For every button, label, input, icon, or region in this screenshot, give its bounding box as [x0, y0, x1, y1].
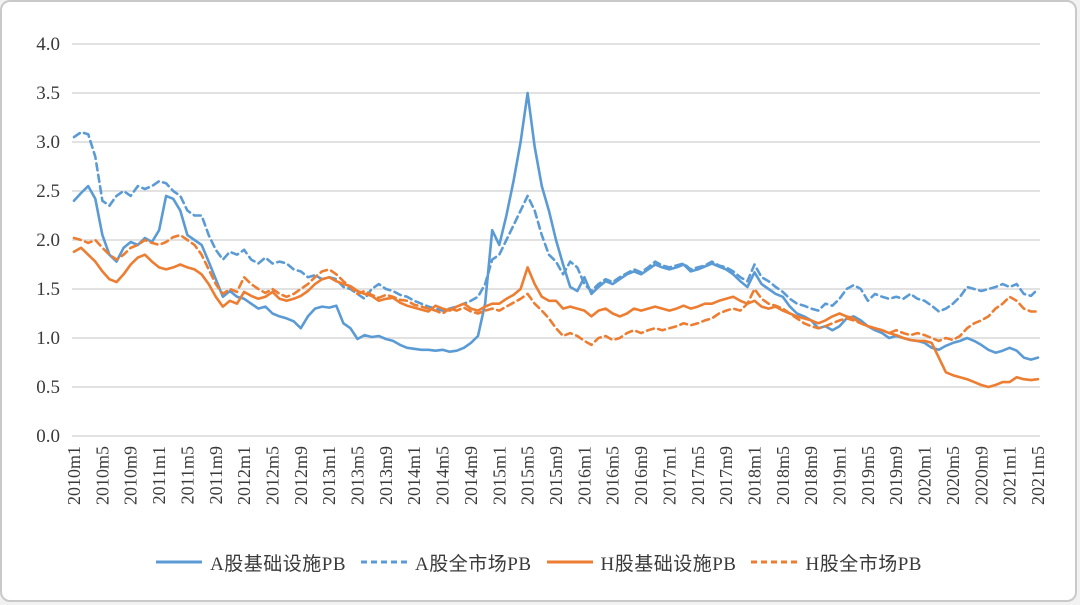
- y-axis-label: 2.5: [36, 181, 60, 202]
- x-axis-label: 2016m9: [631, 446, 651, 505]
- x-axis-label: 2013m9: [376, 446, 396, 505]
- y-axis-label: 3.5: [36, 83, 60, 104]
- x-axis-label: 2013m5: [348, 446, 368, 505]
- legend-item-h-market: H股全市场PB: [750, 549, 921, 576]
- y-axis-label: 3.0: [36, 132, 60, 153]
- x-axis-label: 2017m1: [659, 446, 679, 505]
- x-axis-label: 2018m5: [773, 446, 793, 505]
- x-axis-label: 2014m1: [404, 446, 424, 505]
- x-axis-label: 2021m5: [1028, 446, 1048, 505]
- x-axis-label: 2010m1: [64, 446, 84, 505]
- legend-swatch-orange-solid-line-icon: [546, 560, 593, 564]
- x-axis-label: 2011m5: [177, 446, 197, 504]
- x-axis-label: 2010m9: [121, 446, 141, 505]
- y-axis-label: 1.5: [36, 279, 60, 300]
- x-axis-label: 2017m5: [688, 446, 708, 505]
- x-axis-label: 2018m9: [801, 446, 821, 505]
- x-axis-label: 2012m5: [262, 446, 282, 505]
- legend-item-a-infra: A股基础设施PB: [155, 549, 346, 576]
- legend-label-h-infra: H股基础设施PB: [600, 553, 737, 575]
- y-axis-label: 0.5: [36, 377, 60, 398]
- x-axis-label: 2020m1: [915, 446, 935, 505]
- x-axis-label: 2012m9: [291, 446, 311, 505]
- x-axis-label: 2012m1: [234, 446, 254, 505]
- x-axis-label: 2016m5: [603, 446, 623, 505]
- x-axis-label: 2013m1: [319, 446, 339, 505]
- x-axis-label: 2016m1: [574, 446, 594, 505]
- y-axis-label: 4.0: [36, 34, 60, 55]
- x-axis-label: 2011m9: [206, 446, 226, 504]
- x-axis-label: 2014m9: [461, 446, 481, 505]
- x-axis-label: 2014m5: [433, 446, 453, 505]
- y-axis-label: 1.0: [36, 328, 60, 349]
- x-axis-label: 2011m1: [149, 446, 169, 504]
- x-axis-label: 2018m1: [744, 446, 764, 505]
- legend-swatch-blue-dashed-line-icon: [361, 560, 408, 564]
- series-line-1: [72, 130, 1040, 313]
- series-line-3: [72, 233, 1040, 347]
- legend-item-a-market: A股全市场PB: [360, 549, 531, 576]
- x-axis-label: 2019m5: [858, 446, 878, 505]
- x-axis-label: 2020m9: [971, 446, 991, 505]
- chart-legend: A股基础设施PB A股全市场PB H股基础设施PB H股全市场PB: [2, 542, 1075, 582]
- y-axis-label: 2.0: [36, 230, 60, 251]
- legend-label-a-infra: A股基础设施PB: [210, 553, 347, 575]
- x-axis-label: 2019m9: [886, 446, 906, 505]
- legend-label-a-market: A股全市场PB: [415, 553, 532, 575]
- series-line-2: [72, 246, 1040, 389]
- legend-item-h-infra: H股基础设施PB: [546, 549, 737, 576]
- x-axis-label: 2015m5: [518, 446, 538, 505]
- legend-label-h-market: H股全市场PB: [805, 553, 922, 575]
- legend-swatch-blue-solid-line-icon: [156, 560, 203, 564]
- x-axis-label: 2020m5: [943, 446, 963, 505]
- x-axis-label: 2015m1: [489, 446, 509, 505]
- x-axis-label: 2019m1: [830, 446, 850, 505]
- series-line-0: [72, 91, 1040, 361]
- x-axis-label: 2021m1: [1000, 446, 1020, 505]
- x-axis-label: 2010m5: [92, 446, 112, 505]
- x-axis-label: 2015m9: [546, 446, 566, 505]
- x-axis-label: 2017m9: [716, 446, 736, 505]
- y-axis-label: 0.0: [36, 426, 60, 447]
- legend-swatch-orange-dashed-line-icon: [751, 560, 798, 564]
